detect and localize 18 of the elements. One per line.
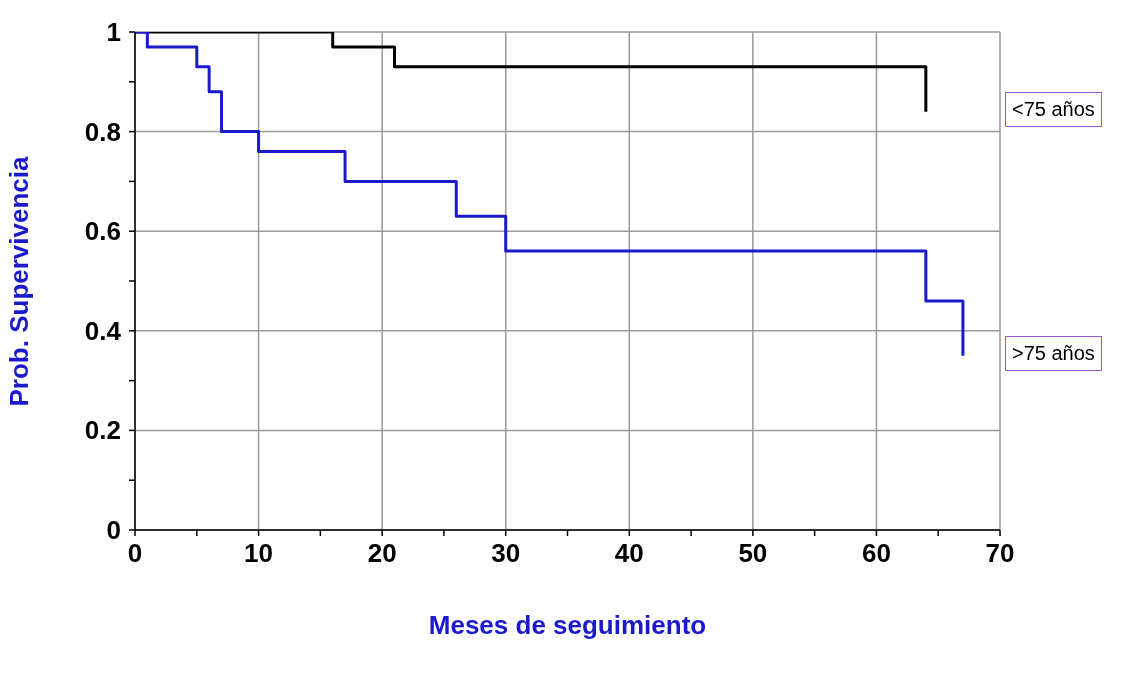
x-tick-label: 50 — [738, 538, 768, 568]
x-tick-label: 30 — [491, 538, 521, 568]
text: >75 años — [1005, 335, 1102, 371]
y-tick-label: 0 — [106, 515, 121, 545]
y-tick-label: 0.8 — [84, 116, 121, 147]
x-tick-label: 70 — [985, 538, 1015, 568]
y-tick-label: 0.2 — [84, 415, 121, 446]
y-tick-label: 1 — [106, 17, 121, 47]
x-tick-label: 40 — [614, 538, 644, 568]
text: <75 años — [1005, 91, 1102, 127]
y-axis-title: Prob. Supervivencia — [4, 156, 36, 406]
x-axis-title: Meses de seguimiento — [427, 610, 708, 641]
y-tick-label: 0.4 — [84, 315, 122, 346]
x-tick-label: 0 — [127, 538, 143, 568]
y-tick-label: 0.6 — [84, 216, 121, 247]
x-tick-label: 20 — [367, 538, 397, 568]
x-tick-label: 60 — [861, 538, 891, 568]
x-tick-label: 10 — [244, 538, 274, 568]
